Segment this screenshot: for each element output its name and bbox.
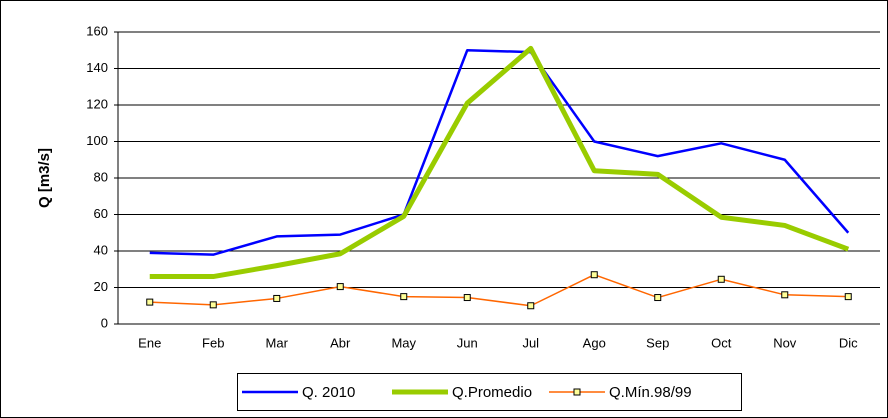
point-marker xyxy=(654,294,662,302)
x-tick-label: Ene xyxy=(138,335,161,350)
series-line xyxy=(149,273,849,307)
point-marker xyxy=(717,275,725,283)
point-marker xyxy=(463,294,471,302)
x-tick-label: Ago xyxy=(583,335,606,350)
x-tick-label: Oct xyxy=(711,335,732,350)
legend-marker xyxy=(573,388,581,396)
x-tick-label: Jul xyxy=(522,335,539,350)
legend-label: Q. 2010 xyxy=(302,384,355,401)
series-line xyxy=(149,49,850,256)
y-tick-label: 140 xyxy=(86,60,108,75)
x-tick-label: Mar xyxy=(266,335,289,350)
x-tick-label: Dic xyxy=(839,335,858,350)
x-tick-label: Nov xyxy=(773,335,797,350)
y-axis-label: Q [m3/s] xyxy=(36,148,53,208)
x-tick-label: Feb xyxy=(202,335,224,350)
point-marker xyxy=(146,298,154,306)
point-marker xyxy=(590,271,598,279)
y-tick-label: 60 xyxy=(94,206,108,221)
y-tick-label: 80 xyxy=(94,169,108,184)
legend-label: Q.Mín.98/99 xyxy=(609,384,692,401)
legend-box xyxy=(237,373,742,411)
y-tick-label: 20 xyxy=(94,279,108,294)
y-tick-label: 160 xyxy=(86,23,108,38)
x-tick-label: Abr xyxy=(330,335,351,350)
y-tick-label: 100 xyxy=(86,133,108,148)
point-marker xyxy=(844,293,852,301)
x-tick-label: May xyxy=(391,335,416,350)
point-marker xyxy=(400,293,408,301)
y-tick-label: 0 xyxy=(101,315,108,330)
point-marker xyxy=(273,294,281,302)
point-marker xyxy=(336,283,344,291)
y-tick-label: 40 xyxy=(94,242,108,257)
point-marker xyxy=(527,302,535,310)
x-tick-label: Jun xyxy=(457,335,478,350)
x-tick-label: Sep xyxy=(646,335,669,350)
legend-label: Q.Promedio xyxy=(452,384,532,401)
y-tick-label: 120 xyxy=(86,96,108,111)
point-marker xyxy=(209,301,217,309)
series-line xyxy=(149,45,850,280)
point-marker xyxy=(781,291,789,299)
